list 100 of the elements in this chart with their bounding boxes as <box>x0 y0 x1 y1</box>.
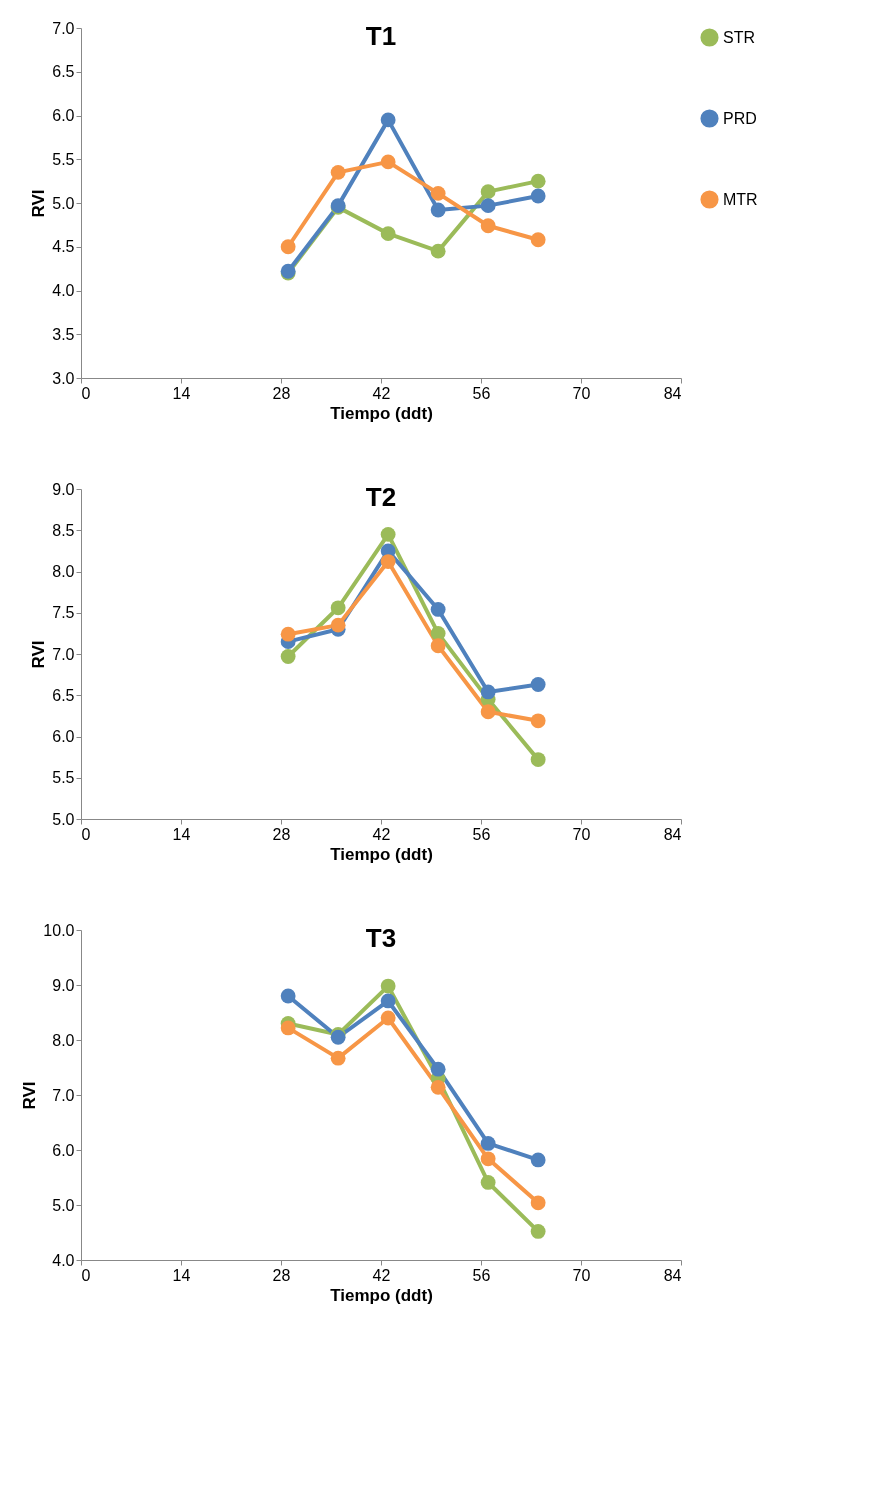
y-tick-label: 5.0 <box>52 810 75 828</box>
y-tick-label: 5.0 <box>52 1196 75 1214</box>
point <box>480 704 496 720</box>
point <box>380 526 396 542</box>
y-axis-title: RVI <box>29 189 49 218</box>
point <box>330 164 346 180</box>
x-tick-label: 84 <box>663 384 682 402</box>
x-tick-label: 0 <box>81 1266 91 1284</box>
x-tick-label: 28 <box>272 1266 291 1284</box>
y-axis-title: RVI <box>29 640 49 669</box>
y-tick-label: 9.0 <box>52 480 75 498</box>
x-tick-label: 84 <box>663 1266 682 1284</box>
y-tick-label: 6.0 <box>52 1141 75 1159</box>
x-axis-title: Tiempo (ddt) <box>330 844 433 864</box>
x-tick-label: 28 <box>272 825 291 843</box>
point <box>330 617 346 633</box>
x-tick-label: 0 <box>81 825 91 843</box>
x-tick-label: 56 <box>472 384 491 402</box>
point <box>530 1195 546 1211</box>
point <box>480 684 496 700</box>
point <box>380 993 396 1009</box>
point <box>380 154 396 170</box>
y-tick-label: 5.0 <box>52 194 75 212</box>
point <box>480 1175 496 1190</box>
point <box>430 1061 446 1077</box>
y-tick-label: 8.0 <box>52 563 75 580</box>
x-tick-label: 70 <box>572 1266 591 1284</box>
point <box>530 713 546 729</box>
y-tick-label: 3.5 <box>52 325 75 343</box>
point <box>480 218 496 234</box>
point <box>430 185 446 201</box>
point <box>530 232 546 248</box>
y-tick-label: 6.0 <box>52 107 75 124</box>
point <box>380 1010 396 1026</box>
point <box>380 978 396 994</box>
point <box>430 638 446 654</box>
x-tick-label: 14 <box>172 825 191 843</box>
chart-title: T1 <box>365 21 397 51</box>
point <box>280 649 296 664</box>
y-tick-label: 6.5 <box>52 686 75 704</box>
legend-label: PRD <box>723 109 757 127</box>
x-tick-label: 70 <box>572 825 591 843</box>
x-tick-label: 56 <box>472 1266 491 1284</box>
y-tick-label: 4.0 <box>52 1251 75 1269</box>
x-tick-label: 28 <box>272 384 291 402</box>
point <box>430 1079 446 1095</box>
point <box>380 226 396 242</box>
x-tick-label: 42 <box>372 1266 391 1284</box>
point <box>380 554 396 569</box>
x-tick-label: 70 <box>572 384 591 402</box>
legend-label: MTR <box>723 190 758 208</box>
point <box>380 112 396 128</box>
x-axis-title: Tiempo (ddt) <box>330 403 433 423</box>
x-tick-label: 14 <box>172 1266 191 1284</box>
x-tick-label: 84 <box>663 825 682 843</box>
point <box>280 239 296 255</box>
y-tick-label: 4.5 <box>52 238 75 256</box>
y-tick-label: 6.5 <box>52 63 75 81</box>
y-axis-title: RVI <box>20 1081 40 1110</box>
y-tick-label: 8.5 <box>52 521 75 539</box>
y-tick-label: 7.5 <box>52 604 75 622</box>
point <box>280 626 296 642</box>
point <box>330 600 346 616</box>
point <box>330 1050 346 1066</box>
x-axis-title: Tiempo (ddt) <box>330 1285 433 1305</box>
y-tick-label: 9.0 <box>52 976 75 994</box>
point <box>530 188 546 204</box>
point <box>280 988 296 1004</box>
x-tick-label: 42 <box>372 825 391 843</box>
y-tick-label: 7.0 <box>52 19 75 37</box>
point <box>430 625 446 641</box>
y-tick-label: 5.5 <box>52 150 75 168</box>
point <box>480 1136 496 1151</box>
point <box>530 173 546 189</box>
point <box>480 198 496 214</box>
point <box>430 243 446 259</box>
y-tick-label: 7.0 <box>52 1086 75 1104</box>
chart-title: T2 <box>365 482 397 512</box>
point <box>280 1020 296 1036</box>
y-tick-label: 10.0 <box>43 921 75 939</box>
x-tick-label: 0 <box>81 384 91 402</box>
y-tick-label: 3.0 <box>52 369 75 387</box>
chart-title: T3 <box>365 923 397 953</box>
x-tick-label: 14 <box>172 384 191 402</box>
y-tick-label: 4.0 <box>52 282 75 299</box>
x-tick-label: 42 <box>372 384 391 402</box>
point <box>530 1152 546 1168</box>
y-tick-label: 5.5 <box>52 769 75 787</box>
y-tick-label: 8.0 <box>52 1031 75 1049</box>
point <box>530 752 546 767</box>
point <box>430 602 446 617</box>
y-tick-label: 6.0 <box>52 728 75 745</box>
point <box>480 1151 496 1167</box>
y-tick-label: 7.0 <box>52 645 75 663</box>
point <box>530 1224 546 1239</box>
point <box>430 202 446 218</box>
point <box>480 184 496 200</box>
legend-label: STR <box>723 28 755 46</box>
point <box>530 677 546 692</box>
x-tick-label: 56 <box>472 825 491 843</box>
